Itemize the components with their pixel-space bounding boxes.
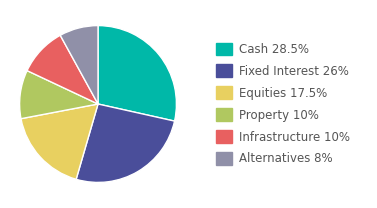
Wedge shape: [20, 71, 98, 119]
Legend: Cash 28.5%, Fixed Interest 26%, Equities 17.5%, Property 10%, Infrastructure 10%: Cash 28.5%, Fixed Interest 26%, Equities…: [216, 43, 350, 165]
Wedge shape: [60, 26, 98, 104]
Wedge shape: [76, 104, 175, 182]
Wedge shape: [21, 104, 98, 179]
Wedge shape: [98, 26, 176, 121]
Wedge shape: [27, 35, 98, 104]
